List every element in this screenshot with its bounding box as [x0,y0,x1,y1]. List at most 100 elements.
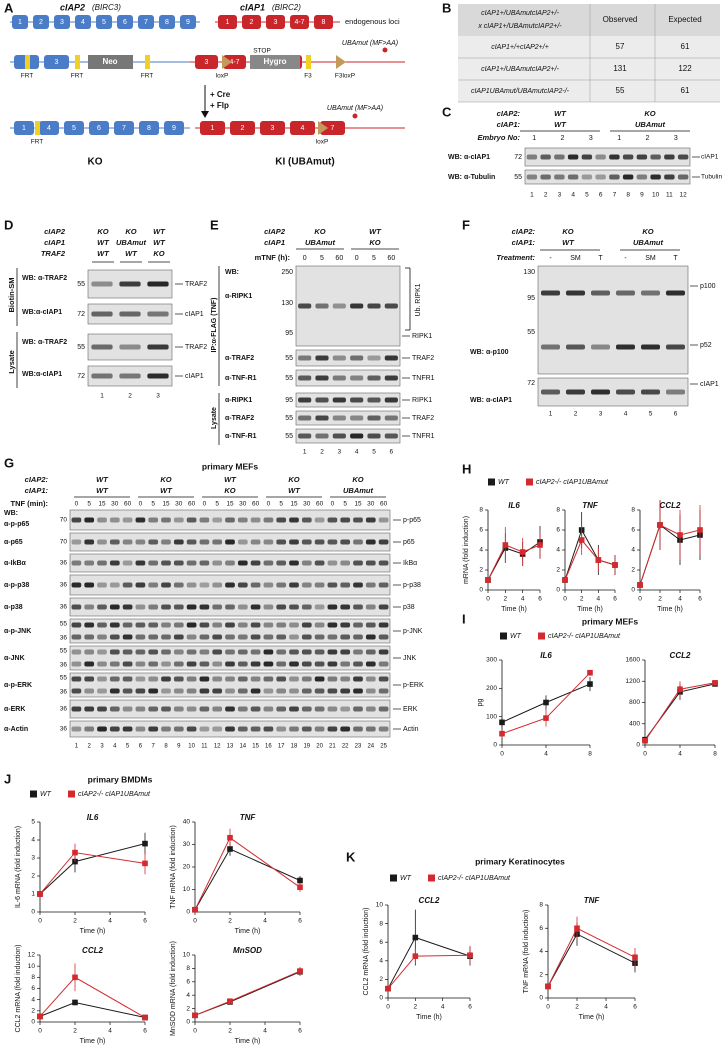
series-line [387,936,471,989]
data-point [587,669,593,676]
label: α-p-JNK [4,628,31,635]
x-axis-label: Time (h) [80,928,106,935]
label: α-p-ERK [4,682,32,689]
blot-band [173,622,184,628]
label: 18 [291,744,298,750]
label: α-ERK [4,706,25,713]
exon [164,121,184,135]
blot-band [237,560,248,566]
exon [266,15,285,29]
blot-band [289,604,299,610]
exon [75,15,91,29]
label: TRAF2 [185,344,207,351]
f3-site [306,55,311,69]
blot-band [109,560,120,566]
legend-label: cIAP2-/- cIAP1UBAmut [438,875,511,882]
label: UBAmut [633,238,663,247]
blot-band [263,604,274,610]
x-tick-label: 4 [544,751,548,758]
series-line [639,524,701,586]
blot-band [365,634,376,640]
label: 21 [329,744,336,750]
blot-band [135,688,146,694]
blot-band [263,622,274,628]
data-point [72,999,78,1006]
blot-band [353,622,363,628]
label: WB: α-cIAP1 [470,397,512,404]
blot-band [332,433,346,439]
legend-swatch [538,632,545,640]
label: 5 [72,125,76,132]
legend-swatch [428,874,435,882]
chart-title: MnSOD [233,946,262,955]
label: 4 [81,19,85,26]
label: cIAP1: [497,120,521,129]
label: 12 [214,744,221,750]
x-tick-label: 2 [414,1004,418,1011]
chart-title: CCL2 [670,651,691,660]
blot-band [353,649,363,655]
label: 1 [226,19,230,26]
x-tick-label: 2 [504,596,508,603]
label: 2 [241,125,245,132]
blot-band [616,389,635,395]
label: 13 [227,744,234,750]
label: WB: [225,269,239,276]
blot-band [378,649,389,655]
blot-band [97,622,107,628]
blot-band [109,539,120,545]
label: WT [96,486,109,495]
blot-band [664,174,675,180]
label: 9 [640,192,644,199]
x-tick-label: 4 [678,596,682,603]
blot-band [276,688,287,694]
y-tick-label: 8 [539,902,543,909]
blot-band [378,688,389,694]
label: α-Actin [4,726,28,733]
label: 0 [203,501,207,508]
blot-band [135,560,146,566]
x-tick-label: 4 [263,918,267,925]
exon [180,15,196,29]
blot-band [250,661,261,667]
label: Hygro [263,57,286,66]
blot-band [237,604,248,610]
label: WT [125,249,138,258]
y-tick-label: 6 [31,985,35,992]
blot [537,377,689,407]
label: 2 [646,135,650,142]
blot-band [84,604,95,610]
blot-band [591,290,610,296]
series-line [39,843,146,895]
label: T [673,255,678,262]
data-point [519,549,526,555]
y-tick-label: 10 [183,886,191,893]
label: 131 [613,64,627,73]
label: 60 [188,501,196,508]
label: mTNF (h): [255,253,290,262]
blot-band [301,676,312,682]
blot-band [212,517,223,523]
label: ERK [403,706,418,713]
label: KO [288,475,299,484]
blot-band [97,688,107,694]
y-tick-label: 4 [631,547,635,554]
blot-band [84,649,95,655]
blot-band [161,726,171,732]
blot-band [135,539,146,545]
y-tick-label: 4 [31,996,35,1003]
blot-band [350,355,364,361]
label: 12 [680,192,688,199]
blot-band [340,604,351,610]
blot [69,672,391,698]
blot-band [97,726,107,732]
blot-band [298,433,312,439]
x-tick-label: 6 [298,1028,302,1035]
blot-band [250,560,261,566]
data-point [632,954,638,961]
blot-band [289,539,299,545]
label: 4 [624,411,628,418]
y-tick-label: 6 [379,939,383,946]
blot-band [225,634,235,640]
blot-band [350,415,364,421]
